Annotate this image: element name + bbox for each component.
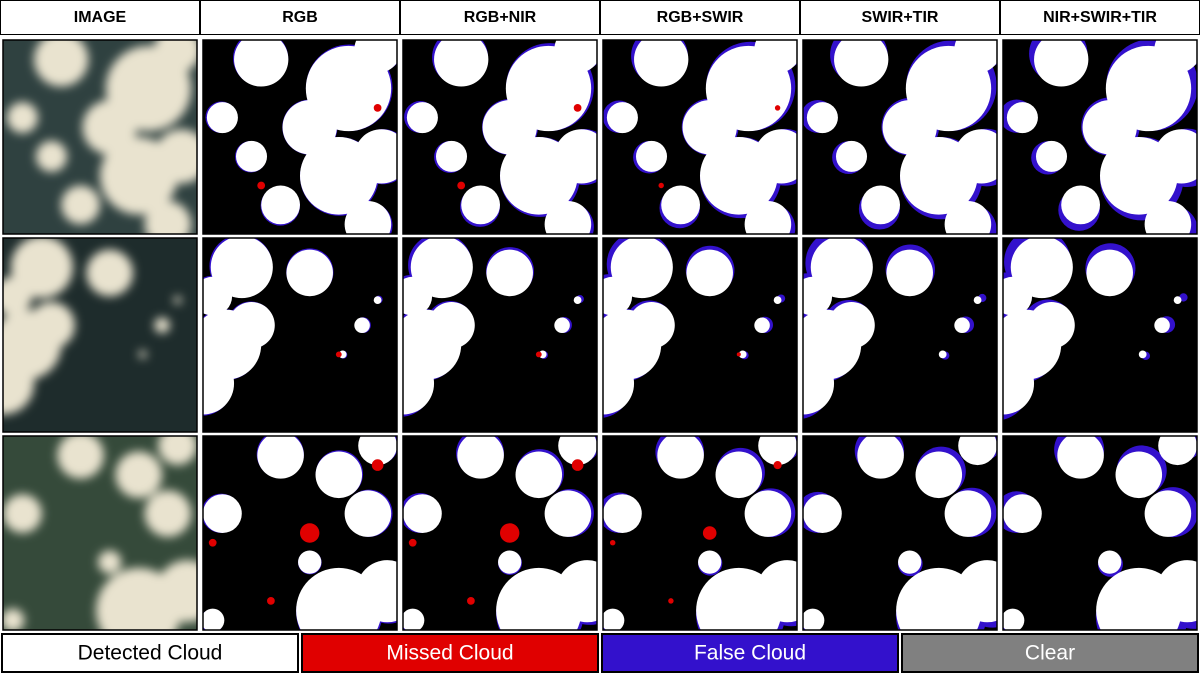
mask-cell bbox=[803, 436, 997, 630]
cell-border bbox=[402, 237, 598, 433]
image-cell bbox=[3, 238, 197, 432]
cell-border bbox=[602, 39, 798, 235]
legend-label: Missed Cloud bbox=[386, 642, 513, 665]
mask-cell bbox=[803, 238, 997, 432]
mask-cell bbox=[1003, 436, 1197, 630]
cell-border bbox=[802, 237, 998, 433]
mask-cell bbox=[1003, 238, 1197, 432]
cell-border bbox=[1002, 39, 1198, 235]
mask-cell bbox=[203, 238, 397, 432]
legend-swatch bbox=[601, 633, 899, 673]
mask-cell bbox=[203, 40, 397, 234]
mask-cell bbox=[603, 238, 797, 432]
column-header: RGB+SWIR bbox=[657, 9, 744, 26]
cell-border bbox=[802, 39, 998, 235]
legend-swatch bbox=[901, 633, 1199, 673]
cell-border bbox=[602, 435, 798, 631]
header-cell bbox=[400, 0, 600, 35]
cell-border bbox=[402, 39, 598, 235]
image-cell bbox=[3, 436, 197, 630]
header-cell bbox=[1000, 0, 1200, 35]
cell-border bbox=[2, 39, 198, 235]
cell-border bbox=[202, 237, 398, 433]
header-cell bbox=[0, 0, 200, 35]
cell-border bbox=[402, 435, 598, 631]
cell-border bbox=[602, 237, 798, 433]
image-cell bbox=[3, 40, 197, 234]
cell-border bbox=[802, 435, 998, 631]
legend-label: Clear bbox=[1025, 642, 1075, 665]
mask-cell bbox=[1003, 40, 1197, 234]
cell-border bbox=[1002, 435, 1198, 631]
header-cell bbox=[800, 0, 1000, 35]
column-header: NIR+SWIR+TIR bbox=[1043, 9, 1157, 26]
cell-border bbox=[2, 435, 198, 631]
mask-cell bbox=[403, 40, 597, 234]
mask-cell bbox=[603, 40, 797, 234]
cell-border bbox=[2, 237, 198, 433]
legend-swatch bbox=[301, 633, 599, 673]
header-cell bbox=[200, 0, 400, 35]
mask-cell bbox=[403, 436, 597, 630]
column-header: RGB bbox=[282, 9, 318, 26]
header-cell bbox=[600, 0, 800, 35]
column-header: SWIR+TIR bbox=[862, 9, 939, 26]
column-header: RGB+NIR bbox=[464, 9, 537, 26]
legend-swatch bbox=[1, 633, 299, 673]
column-header: IMAGE bbox=[74, 9, 127, 26]
mask-cell bbox=[603, 436, 797, 630]
mask-cell bbox=[203, 436, 397, 630]
mask-cell bbox=[403, 238, 597, 432]
cell-border bbox=[202, 435, 398, 631]
cell-border bbox=[1002, 237, 1198, 433]
legend-label: False Cloud bbox=[694, 642, 806, 665]
mask-cell bbox=[803, 40, 997, 234]
legend-label: Detected Cloud bbox=[78, 642, 223, 665]
cell-border bbox=[202, 39, 398, 235]
